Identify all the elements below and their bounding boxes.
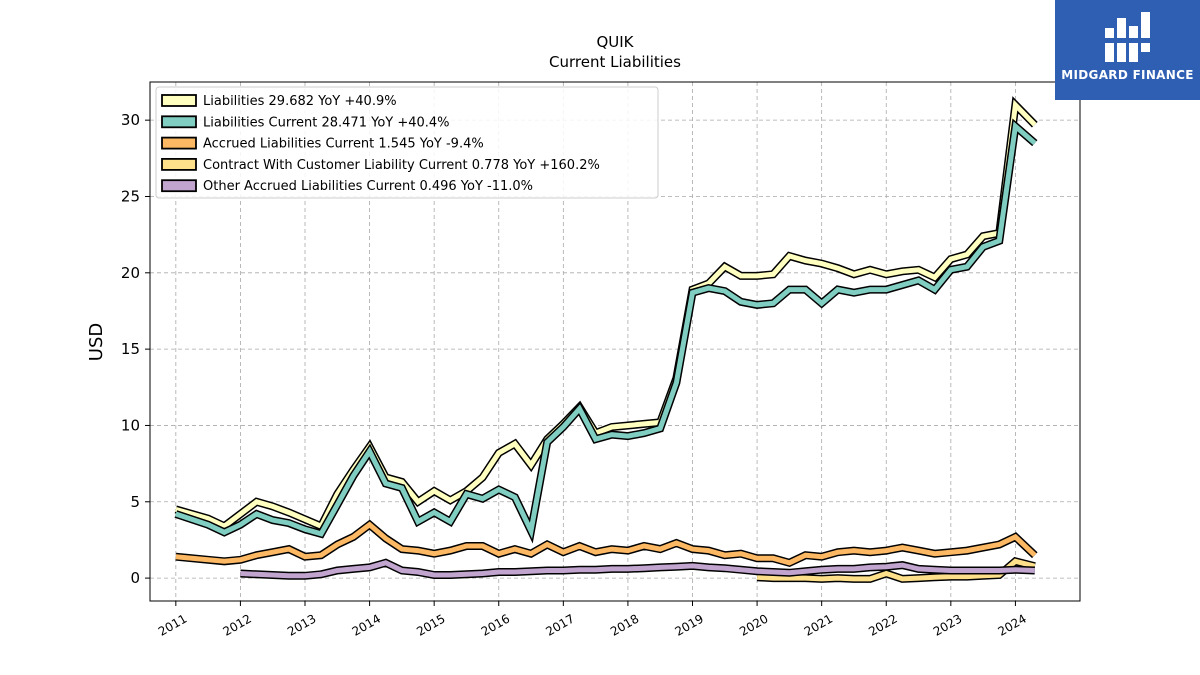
legend-label: Liabilities 29.682 YoY +40.9% [203,94,397,109]
x-tick-label: 2013 [285,611,318,638]
x-tick-label: 2017 [543,611,576,638]
series-line-liabilities-current [175,121,1037,539]
brand-logo: MIDGARD FINANCE [1055,0,1200,100]
legend-label: Other Accrued Liabilities Current 0.496 … [203,179,533,194]
legend-swatch [161,136,197,150]
y-axis-ticks: 0 5 10 15 20 25 30 [121,111,150,587]
x-tick-label: 2021 [802,611,835,638]
x-tick-label: 2011 [156,611,189,638]
x-tick-label: 2016 [479,611,512,638]
series-line-other-accrued-liabilities-current [240,560,1035,579]
legend-box [155,86,659,199]
legend-swatch [161,115,197,129]
brand-name: MIDGARD FINANCE [1061,68,1194,82]
x-axis-ticks: 2011 2012 2013 2014 2015 2016 2017 2018 2019 2020… [156,601,1029,639]
legend-swatch [161,94,197,107]
x-tick-label: 2015 [414,611,447,638]
x-tick-label: 2012 [220,611,253,638]
x-tick-label: 2014 [350,611,383,638]
legend-label: Contract With Customer Liability Current… [203,158,600,173]
y-tick-label: 30 [121,111,140,129]
y-tick-label: 25 [121,187,140,205]
legend-label: Liabilities Current 28.471 YoY +40.4% [203,115,450,130]
plot-frame [149,81,1081,602]
y-axis-label: USD [86,323,107,361]
x-tick-label: 2019 [673,611,706,638]
y-tick-label: 0 [130,569,140,587]
chart-title: QUIK [596,33,634,51]
x-tick-label: 2023 [931,611,964,638]
legend-swatch [161,179,197,193]
series-line-contract-with-customer-liability-current [756,558,1036,582]
legend: Liabilities 29.682 YoY +40.9% Liabilities… [155,86,659,199]
legend-swatch [161,157,197,171]
x-tick-label: 2020 [737,611,770,638]
x-tick-label: 2022 [866,611,899,638]
logo-mark-icon [1105,12,1150,62]
y-tick-label: 15 [121,340,140,358]
y-tick-label: 20 [121,264,140,282]
x-tick-label: 2018 [608,611,641,638]
x-tick-label: 2024 [995,611,1028,638]
legend-label: Accrued Liabilities Current 1.545 YoY -9… [203,137,484,152]
series-line-accrued-liabilities-current [175,521,1037,566]
y-tick-label: 5 [130,493,140,511]
chart-subtitle: Current Liabilities [549,53,681,71]
series-lines [174,96,1038,583]
y-tick-label: 10 [121,416,140,434]
